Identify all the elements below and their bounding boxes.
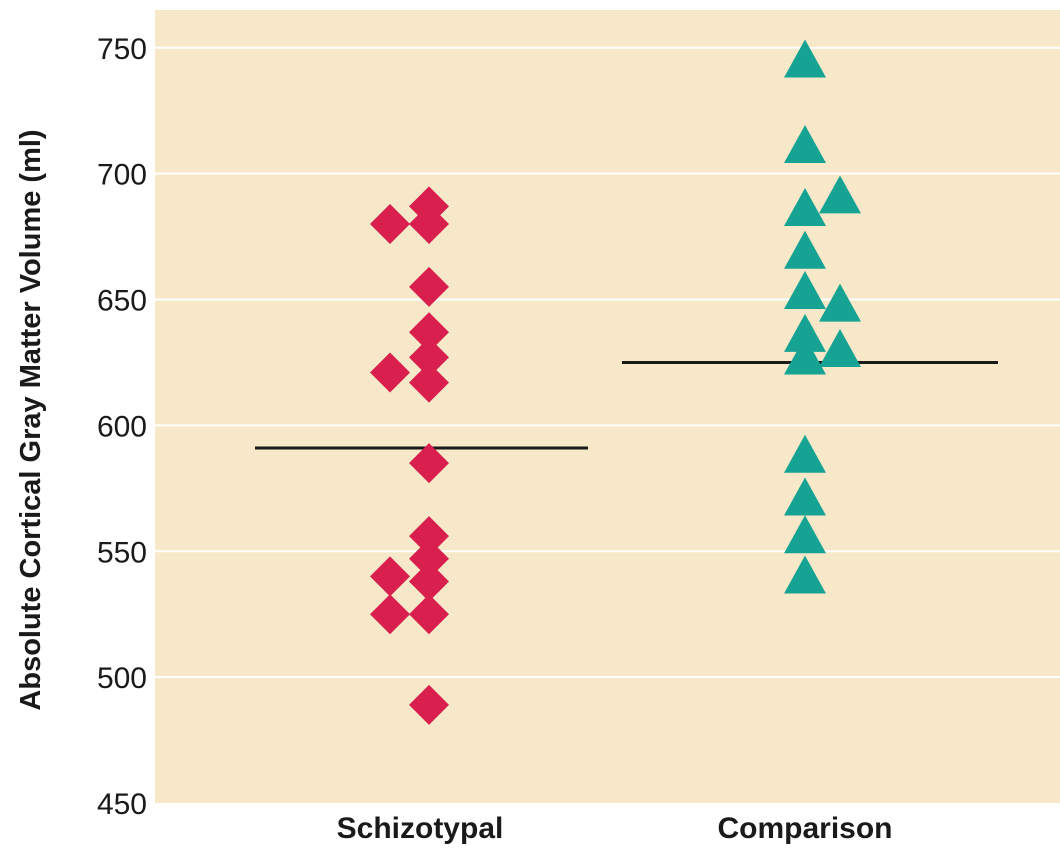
y-axis: 450 500 550 600 650 700 750 bbox=[97, 33, 147, 821]
plot-area bbox=[155, 10, 1060, 803]
y-tick-label: 500 bbox=[97, 662, 147, 695]
x-category-label: Schizotypal bbox=[337, 812, 504, 845]
y-tick-label: 600 bbox=[97, 410, 147, 443]
x-category-label: Comparison bbox=[717, 812, 892, 845]
x-axis: Schizotypal Comparison bbox=[337, 812, 893, 845]
y-tick-label: 450 bbox=[97, 788, 147, 821]
y-tick-label: 700 bbox=[97, 159, 147, 192]
y-tick-label: 650 bbox=[97, 285, 147, 318]
y-tick-label: 750 bbox=[97, 33, 147, 66]
y-tick-label: 550 bbox=[97, 536, 147, 569]
y-axis-title: Absolute Cortical Gray Matter Volume (ml… bbox=[15, 129, 47, 710]
